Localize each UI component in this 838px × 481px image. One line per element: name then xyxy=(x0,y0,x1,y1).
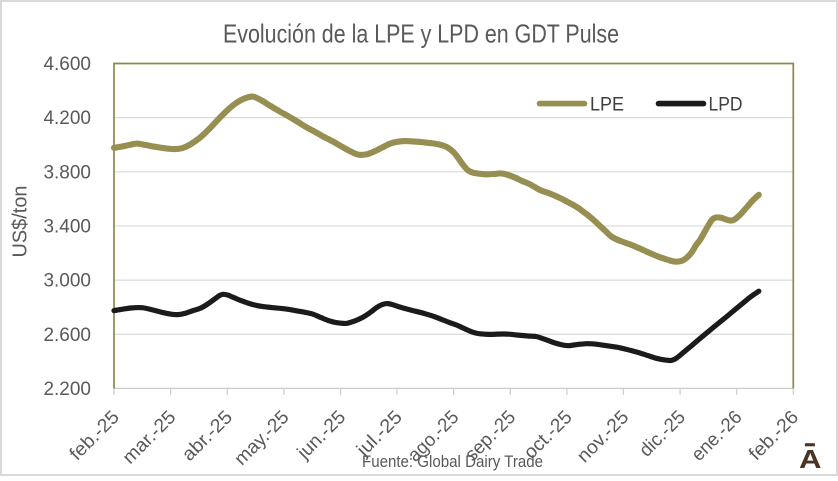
svg-text:4.600: 4.600 xyxy=(43,54,91,75)
svg-text:Evolución de la LPE y LPD en G: Evolución de la LPE y LPD en GDT Pulse xyxy=(223,19,619,49)
svg-text:3.800: 3.800 xyxy=(43,162,91,183)
svg-text:LPD: LPD xyxy=(709,93,743,115)
svg-text:4.200: 4.200 xyxy=(43,108,91,129)
svg-text:2.600: 2.600 xyxy=(43,325,91,346)
svg-text:3.400: 3.400 xyxy=(43,216,91,237)
svg-text:US$/ton: US$/ton xyxy=(10,186,32,258)
svg-text:2.200: 2.200 xyxy=(43,379,91,400)
svg-text:A: A xyxy=(799,445,822,474)
svg-text:Fuente: Global Dairy Trade: Fuente: Global Dairy Trade xyxy=(362,453,543,471)
svg-text:LPE: LPE xyxy=(590,93,624,115)
svg-text:3.000: 3.000 xyxy=(43,271,91,292)
